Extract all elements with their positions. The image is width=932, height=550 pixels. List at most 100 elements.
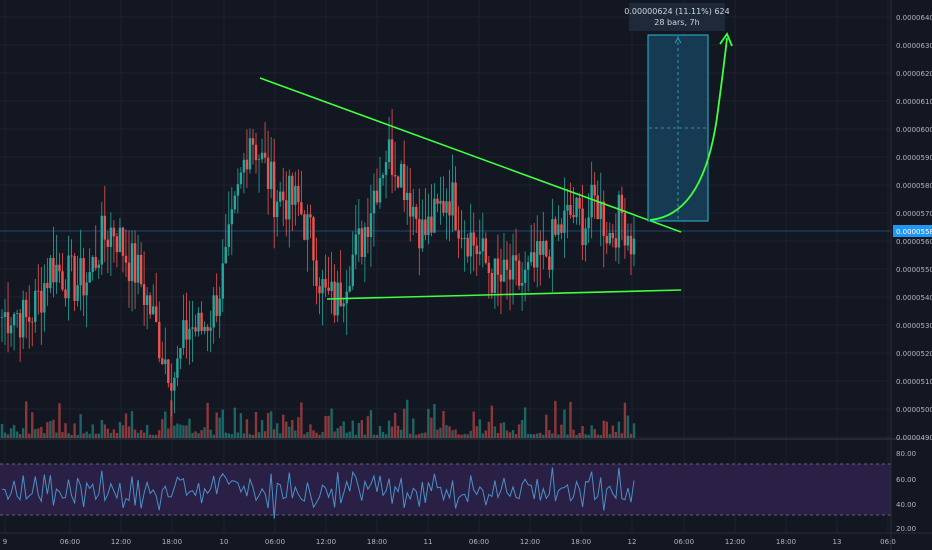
rsi-label: 80.00 [896,450,916,458]
volume-bar [58,403,61,438]
candlestick-series[interactable] [0,108,636,417]
volume-bar [539,432,542,438]
candle-body [133,243,137,283]
candle-body [324,279,327,288]
candle-body [300,202,303,215]
volume-bar [254,412,258,438]
volume-bar [484,430,488,438]
candle-body [21,299,25,338]
volume-bar [599,434,602,438]
candle-body [390,139,394,176]
candle-body [560,224,563,233]
volume-bar [269,411,273,438]
volume-bar [499,423,503,438]
candle-body [155,306,158,322]
volume-bar [91,424,94,438]
candle-body [91,257,94,273]
volume-bar [297,417,300,438]
candle-body [536,241,539,268]
candle-body [327,287,330,291]
volume-bar [514,434,518,438]
candle-body [402,164,406,200]
volume-bar [430,417,433,438]
candle-body [121,227,125,256]
volume-bar [363,434,367,438]
candle-body [393,175,397,177]
candle-body [221,263,224,299]
volume-bar [505,430,509,438]
volume-bar [560,424,563,438]
volume-bar [263,431,267,438]
candle-body [188,328,191,340]
volume-bar [260,420,264,438]
candle-body [529,252,533,263]
candle-body [179,347,182,359]
projection-arrow[interactable] [649,32,733,221]
candle-body [224,246,227,264]
time-label: 9 [3,538,7,546]
candle-body [61,271,64,290]
candle-body [499,274,503,282]
volume-bar [221,409,224,438]
volume-bar [94,433,97,438]
volume-bar [433,403,436,438]
candle-body [439,200,442,204]
volume-bar [303,434,306,438]
candle-body [3,312,7,318]
volume-bar [523,407,527,438]
volume-bar [103,424,107,438]
volume-bar [266,412,270,438]
candle-body [100,215,103,265]
volume-bar [529,434,533,438]
candle-body [254,144,258,161]
candle-body [514,255,518,261]
candle-body [590,184,593,218]
candle-body [433,198,436,233]
volume-bar [451,430,454,438]
candle-body [412,206,415,217]
volume-bar [418,433,421,438]
volume-bar [587,434,590,438]
candle-body [230,209,234,225]
volume-bar [620,433,624,438]
candle-body [203,326,206,332]
candle-body [424,219,427,236]
price-range-measure[interactable]: 0.00000624 (11.11%) 624 28 bars, 7h [624,3,730,222]
volume-bar [212,434,215,438]
candle-body [545,240,548,257]
volume-bar [617,421,621,438]
candle-body [6,312,10,334]
volume-bar [372,434,376,438]
volume-bar [118,421,122,438]
volume-bar [378,425,382,438]
time-axis[interactable]: 9 06:00 12:00 18:00 10 06:00 12:00 18:00 11 06:00… [3,538,896,546]
candle-body [372,190,376,214]
candle-body [306,214,309,240]
candle-body [79,258,82,286]
volume-bar [124,413,128,438]
candle-body [236,184,240,196]
grid-lines [0,0,891,533]
volume-bar [127,426,131,438]
rsi-axis: 80.00 60.00 40.00 20.00 [896,450,916,533]
support-trendline[interactable] [326,289,682,300]
volume-bar [608,434,612,438]
volume-bar [288,426,291,438]
volume-bar [182,425,185,438]
candle-body [472,232,475,246]
candle-body [566,204,569,211]
candle-body [315,260,318,287]
measure-arrow-up-icon [674,37,682,44]
candle-body [539,241,542,255]
descending-trendline[interactable] [259,77,682,233]
volume-bar [463,433,466,438]
candle-body [611,232,615,239]
candle-body [227,224,230,247]
rsi-panel[interactable] [0,463,891,519]
